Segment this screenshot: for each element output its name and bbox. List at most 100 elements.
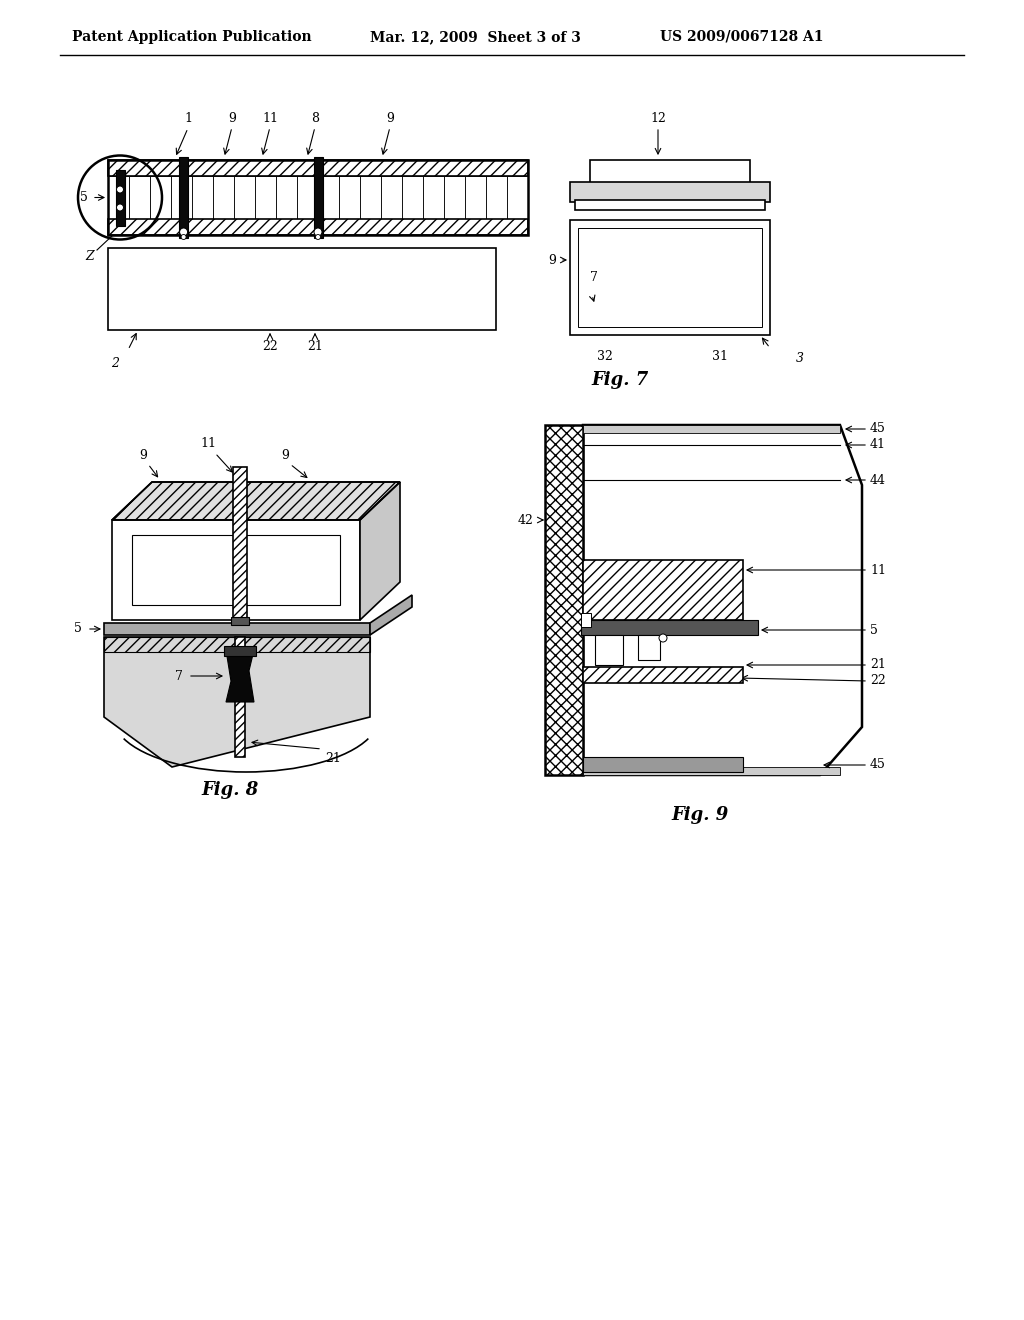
Circle shape: [659, 634, 667, 642]
Text: 5: 5: [870, 623, 878, 636]
Bar: [116, 169, 125, 226]
Text: 44: 44: [870, 474, 886, 487]
Bar: [193, 176, 213, 219]
Bar: [129, 176, 150, 219]
Bar: [171, 176, 193, 219]
Bar: [108, 176, 129, 219]
Text: Fig. 8: Fig. 8: [202, 781, 259, 799]
Bar: [570, 220, 770, 335]
Text: 7: 7: [175, 669, 183, 682]
Bar: [132, 535, 340, 605]
Polygon shape: [583, 425, 862, 775]
Bar: [297, 176, 318, 219]
Text: 41: 41: [870, 438, 886, 451]
Bar: [108, 248, 496, 330]
Circle shape: [181, 235, 186, 239]
Bar: [581, 612, 591, 627]
Polygon shape: [370, 595, 412, 635]
Circle shape: [314, 228, 322, 236]
Text: 5: 5: [74, 623, 82, 635]
Text: 9: 9: [281, 449, 289, 462]
Bar: [318, 176, 339, 219]
Text: 32: 32: [597, 350, 613, 363]
Text: 5: 5: [80, 191, 88, 205]
Text: 9: 9: [228, 112, 236, 125]
Text: 8: 8: [311, 112, 319, 125]
Text: 22: 22: [262, 341, 278, 352]
Polygon shape: [226, 649, 254, 702]
Bar: [575, 201, 765, 210]
Bar: [581, 620, 758, 635]
Bar: [638, 635, 660, 660]
Bar: [213, 176, 234, 219]
Bar: [583, 756, 743, 772]
Bar: [583, 425, 840, 433]
Text: 9: 9: [548, 253, 556, 267]
Bar: [402, 176, 423, 219]
Bar: [108, 219, 528, 235]
Bar: [444, 176, 465, 219]
Bar: [583, 767, 840, 775]
Bar: [595, 635, 623, 665]
Bar: [233, 467, 247, 624]
Text: 45: 45: [870, 759, 886, 771]
Polygon shape: [112, 520, 360, 620]
Bar: [583, 560, 743, 620]
Text: Fig. 9: Fig. 9: [672, 807, 729, 824]
Text: US 2009/0067128 A1: US 2009/0067128 A1: [660, 30, 823, 44]
Text: Z: Z: [86, 251, 94, 264]
Text: 31: 31: [712, 350, 728, 363]
Text: 9: 9: [139, 449, 146, 462]
Bar: [231, 616, 249, 624]
Bar: [578, 228, 762, 327]
Text: 45: 45: [870, 422, 886, 436]
Text: 9: 9: [386, 112, 394, 125]
Text: 22: 22: [870, 675, 886, 688]
Text: Fig. 7: Fig. 7: [592, 371, 648, 389]
Text: 11: 11: [200, 437, 216, 450]
Bar: [583, 667, 743, 682]
Bar: [234, 638, 245, 756]
Bar: [108, 160, 528, 176]
Text: 6: 6: [172, 569, 180, 582]
Text: 21: 21: [870, 659, 886, 672]
Bar: [255, 176, 276, 219]
Circle shape: [179, 228, 187, 236]
Bar: [104, 623, 370, 635]
Bar: [234, 176, 255, 219]
Text: 21: 21: [325, 752, 341, 766]
Bar: [590, 160, 750, 185]
Bar: [545, 425, 583, 775]
Bar: [150, 176, 171, 219]
Text: 7: 7: [590, 271, 598, 284]
Bar: [423, 176, 444, 219]
Bar: [276, 176, 297, 219]
Bar: [108, 160, 528, 235]
Text: 42: 42: [517, 513, 534, 527]
Text: 11: 11: [262, 112, 278, 125]
Bar: [224, 645, 256, 656]
Text: 21: 21: [307, 341, 323, 352]
Text: 12: 12: [650, 112, 666, 125]
Text: 11: 11: [870, 564, 886, 577]
Bar: [339, 176, 360, 219]
Circle shape: [315, 235, 321, 239]
Text: 2: 2: [111, 356, 119, 370]
Text: Mar. 12, 2009  Sheet 3 of 3: Mar. 12, 2009 Sheet 3 of 3: [370, 30, 581, 44]
Polygon shape: [104, 638, 370, 767]
Bar: [465, 176, 486, 219]
Bar: [179, 157, 188, 238]
Bar: [381, 176, 402, 219]
Text: 3: 3: [796, 352, 804, 366]
Circle shape: [117, 186, 124, 193]
Text: Patent Application Publication: Patent Application Publication: [72, 30, 311, 44]
Text: 1: 1: [184, 112, 193, 125]
Bar: [570, 182, 770, 202]
Bar: [507, 176, 528, 219]
Bar: [486, 176, 507, 219]
Circle shape: [117, 205, 124, 211]
Bar: [313, 157, 323, 238]
Polygon shape: [360, 482, 400, 620]
Polygon shape: [112, 482, 400, 520]
Bar: [360, 176, 381, 219]
